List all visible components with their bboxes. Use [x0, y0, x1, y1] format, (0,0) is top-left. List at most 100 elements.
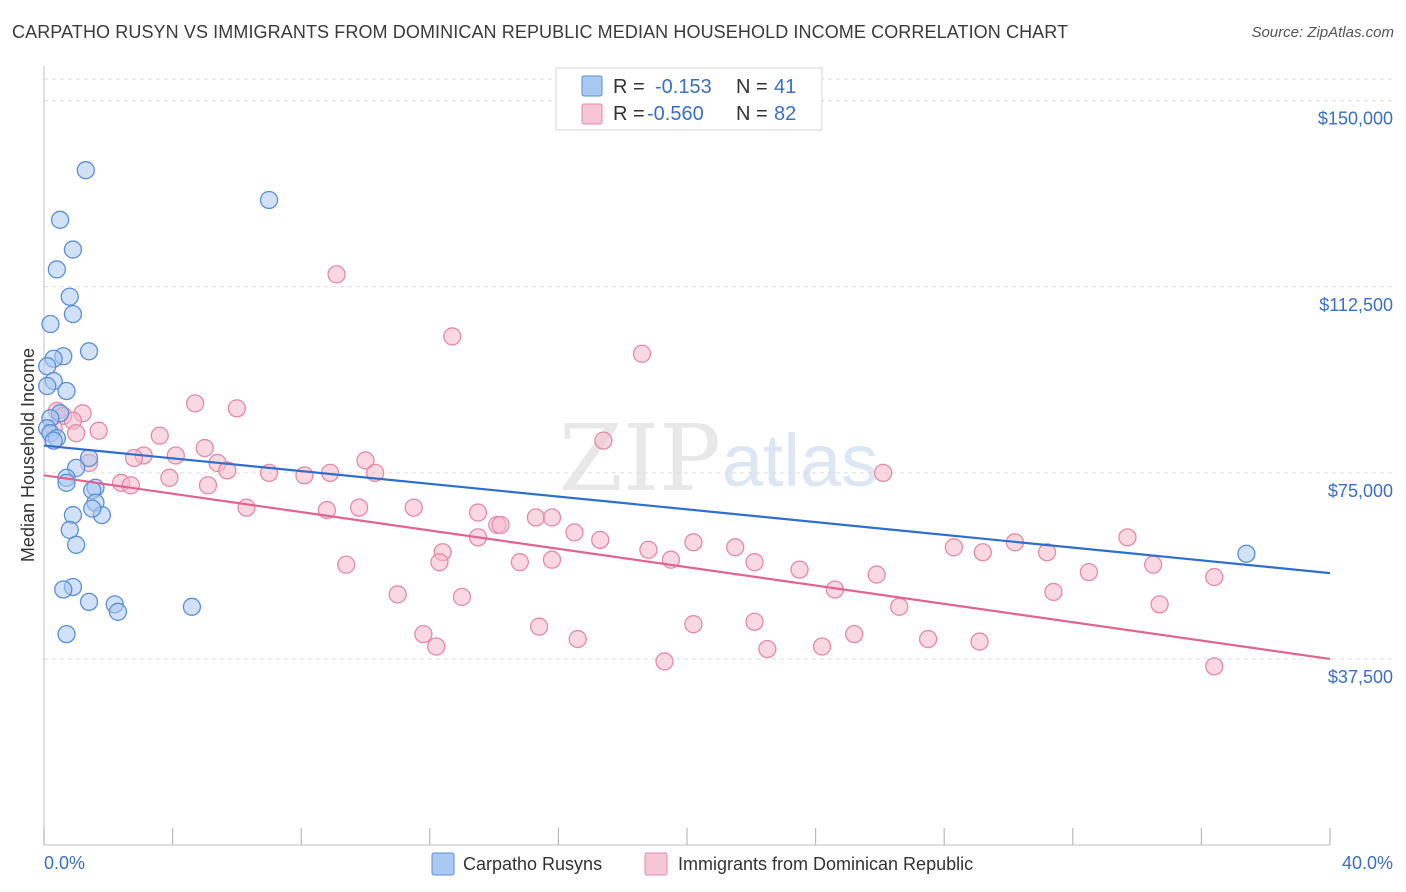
dominican-point-4: [227, 399, 247, 418]
dominican-point-45: [684, 533, 703, 552]
dominican-point-75: [812, 637, 832, 656]
rusyn-point-31: [67, 535, 86, 554]
dominican-point-0: [327, 265, 346, 284]
bottom-legend-label-dominican: Immigrants from Dominican Republic: [678, 854, 973, 874]
watermark-zip: ZIP: [559, 405, 721, 512]
legend-n-value-2: 82: [774, 103, 796, 125]
dominican-point-48: [790, 560, 809, 579]
dominican-point-35: [468, 503, 488, 522]
dominican-point-71: [1079, 562, 1099, 582]
dominican-point-42: [565, 523, 584, 542]
dominican-point-58: [388, 585, 407, 604]
legend-r-label-1: R =: [613, 76, 645, 98]
bottom-legend-swatch-pink: [644, 852, 668, 876]
dominican-point-46: [726, 538, 745, 557]
rusyn-point-1: [50, 210, 70, 229]
dominican-point-34: [404, 498, 423, 517]
dominican-point-50: [944, 538, 963, 557]
bottom-legend-label-rusyns: Carpatho Rusyns: [463, 854, 602, 874]
trend-lines: [43, 444, 1331, 661]
dominican-point-1: [443, 327, 462, 346]
rusyn-point-40: [83, 499, 102, 518]
y-tick-label-0: $37,500: [1328, 667, 1393, 687]
legend-r-value-2: -0.560: [647, 103, 704, 125]
rusyn-point-8: [79, 342, 99, 361]
watermark: ZIP atlas: [559, 405, 878, 512]
rusyn-trend-line: [43, 444, 1331, 575]
dominican-point-57: [337, 555, 356, 574]
y-tick-label-3: $150,000: [1318, 109, 1393, 129]
dominican-point-28: [121, 476, 140, 495]
dominican-point-62: [542, 550, 562, 569]
dominican-point-2: [632, 344, 652, 363]
rusyn-point-34: [79, 592, 99, 612]
y-tick-labels: $37,500 $75,000 $112,500 $150,000: [1318, 109, 1393, 687]
dominican-point-10: [89, 421, 108, 440]
dominican-point-13: [195, 438, 214, 458]
series-rusyn-points: [38, 161, 1256, 644]
source-credit: Source: ZipAtlas.com: [1251, 24, 1394, 41]
dominican-point-55: [1144, 555, 1163, 574]
chart-title: CARPATHO RUSYN VS IMMIGRANTS FROM DOMINI…: [12, 22, 1069, 42]
rusyn-point-37: [108, 602, 128, 621]
dominican-point-19: [356, 451, 375, 470]
legend-swatch-blue: [581, 75, 603, 97]
dominican-point-3: [185, 394, 205, 413]
dominican-point-73: [1205, 657, 1224, 676]
dominican-trend-line: [43, 474, 1331, 661]
dominican-point-11: [150, 426, 169, 445]
dominican-point-70: [1044, 582, 1063, 602]
dominican-point-56: [1205, 567, 1224, 587]
dominican-point-59: [430, 553, 449, 572]
dominican-point-49: [867, 565, 886, 584]
dominican-point-76: [758, 639, 777, 659]
legend-n-label-1: N =: [736, 76, 768, 98]
dominican-point-65: [745, 612, 764, 631]
rusyn-point-6: [63, 304, 83, 324]
rusyn-point-2: [259, 190, 279, 210]
rusyn-point-5: [60, 287, 79, 306]
series-legend: Carpatho Rusyns Immigrants from Dominica…: [431, 852, 973, 876]
legend-r-label-2: R =: [613, 103, 645, 125]
dominican-point-18: [594, 431, 613, 450]
dominican-point-61: [510, 553, 529, 572]
rusyn-point-20: [44, 431, 63, 450]
y-tick-label-2: $112,500: [1319, 295, 1393, 315]
correlation-legend: R = -0.153 N = 41 R = -0.560 N = 82: [555, 67, 823, 131]
rusyn-point-3: [63, 240, 83, 259]
dominican-point-14: [166, 446, 185, 465]
dominican-point-41: [542, 508, 562, 527]
y-tick-label-1: $75,000: [1328, 481, 1393, 501]
dominican-point-72: [1150, 595, 1169, 614]
rusyn-point-36: [182, 597, 202, 616]
legend-n-label-2: N =: [736, 103, 768, 125]
dominican-point-79: [529, 617, 549, 636]
rusyn-point-39: [1237, 544, 1256, 563]
dominican-point-29: [198, 476, 218, 495]
dominican-point-54: [1118, 528, 1137, 547]
bottom-legend-swatch-blue: [431, 852, 455, 876]
dominican-point-16: [124, 448, 144, 468]
rusyn-point-7: [41, 314, 60, 334]
dominican-point-53: [1037, 543, 1057, 562]
rusyn-point-4: [47, 260, 67, 279]
dominican-point-44: [639, 540, 658, 559]
rusyn-point-38: [57, 624, 76, 644]
dominican-point-51: [973, 543, 992, 562]
dominican-point-40: [491, 515, 510, 535]
dominican-point-77: [655, 652, 674, 671]
dominican-point-12: [67, 424, 86, 443]
rusyn-point-0: [76, 161, 95, 180]
dominican-point-43: [591, 530, 610, 550]
dominican-point-47: [745, 553, 764, 572]
legend-swatch-pink: [581, 103, 603, 125]
dominican-point-69: [970, 632, 989, 651]
x-tick-label-min: 0.0%: [44, 853, 85, 873]
dominican-point-25: [295, 466, 314, 485]
y-axis-title: Median Household Income: [18, 348, 38, 562]
dominican-point-81: [414, 624, 433, 644]
rusyn-point-28: [63, 505, 83, 525]
dominican-point-74: [845, 624, 864, 644]
dominican-point-30: [873, 463, 893, 483]
